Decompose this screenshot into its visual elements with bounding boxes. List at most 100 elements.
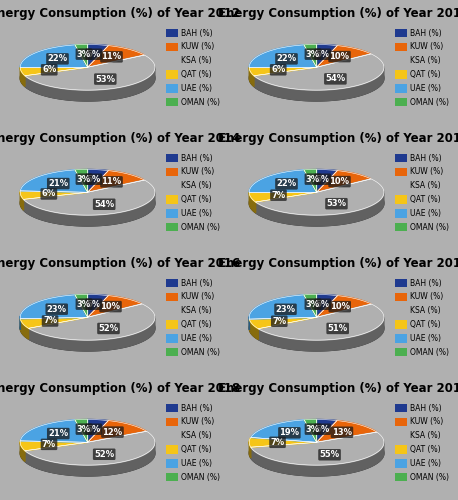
Polygon shape [251,442,384,476]
FancyBboxPatch shape [166,56,179,65]
Text: 3%: 3% [77,424,91,434]
FancyBboxPatch shape [166,418,179,426]
Text: KSA (%): KSA (%) [181,181,212,190]
Text: QAT (%): QAT (%) [410,70,441,79]
Text: BAH (%): BAH (%) [410,28,442,38]
Text: KSA (%): KSA (%) [410,431,441,440]
Polygon shape [249,306,384,351]
Text: KSA (%): KSA (%) [181,431,212,440]
Text: KSA (%): KSA (%) [410,56,441,65]
Text: KUW (%): KUW (%) [410,168,444,176]
FancyBboxPatch shape [395,459,408,468]
Polygon shape [20,441,87,450]
FancyBboxPatch shape [395,70,408,78]
Text: 10%: 10% [329,52,349,61]
Polygon shape [20,318,87,328]
Polygon shape [304,294,316,318]
Polygon shape [316,170,371,192]
FancyBboxPatch shape [395,279,408,287]
Polygon shape [254,54,384,90]
FancyBboxPatch shape [395,209,408,218]
Text: 10%: 10% [329,177,349,186]
Text: 7%: 7% [272,316,286,326]
Text: 5%: 5% [87,174,101,184]
Text: BAH (%): BAH (%) [410,154,442,162]
Text: Energy Consumption (%) of Year 2017: Energy Consumption (%) of Year 2017 [218,258,458,270]
Text: Energy Consumption (%) of Year 2014: Energy Consumption (%) of Year 2014 [0,132,240,145]
Polygon shape [316,46,371,68]
Text: 52%: 52% [98,324,119,333]
Text: OMAN (%): OMAN (%) [181,222,220,232]
Polygon shape [254,66,384,101]
FancyBboxPatch shape [395,196,408,203]
FancyBboxPatch shape [166,292,179,301]
Polygon shape [25,442,155,476]
Text: UAE (%): UAE (%) [410,84,442,93]
Polygon shape [316,44,338,68]
Text: KUW (%): KUW (%) [181,418,215,426]
Text: BAH (%): BAH (%) [410,278,442,287]
Text: Energy Consumption (%) of Year 2019: Energy Consumption (%) of Year 2019 [218,382,458,396]
Text: 52%: 52% [94,450,114,459]
FancyBboxPatch shape [166,168,179,176]
FancyBboxPatch shape [395,84,408,92]
Text: BAH (%): BAH (%) [181,28,213,38]
Text: 5%: 5% [316,50,330,58]
Text: 55%: 55% [320,450,340,460]
Text: UAE (%): UAE (%) [181,334,213,343]
Polygon shape [20,420,87,442]
FancyBboxPatch shape [166,334,179,342]
FancyBboxPatch shape [395,56,408,65]
Text: 5%: 5% [87,50,101,58]
Text: KSA (%): KSA (%) [410,181,441,190]
FancyBboxPatch shape [395,223,408,232]
FancyBboxPatch shape [166,70,179,78]
Text: QAT (%): QAT (%) [181,70,212,79]
Polygon shape [20,442,25,462]
Text: KUW (%): KUW (%) [410,42,444,51]
Text: 21%: 21% [48,179,68,188]
Text: UAE (%): UAE (%) [410,209,442,218]
Polygon shape [316,294,338,318]
Polygon shape [249,68,316,76]
FancyBboxPatch shape [166,348,179,356]
Polygon shape [20,68,87,76]
Polygon shape [256,179,384,215]
Polygon shape [250,319,258,340]
Text: 3%: 3% [77,300,91,308]
Text: KUW (%): KUW (%) [181,42,215,51]
Polygon shape [20,56,155,101]
Text: 3%: 3% [306,174,320,184]
Text: OMAN (%): OMAN (%) [410,98,449,106]
FancyBboxPatch shape [395,292,408,301]
Polygon shape [20,192,23,210]
Text: BAH (%): BAH (%) [181,278,213,287]
Polygon shape [20,318,28,339]
Text: 54%: 54% [94,200,114,209]
Text: UAE (%): UAE (%) [181,209,213,218]
Text: OMAN (%): OMAN (%) [181,348,220,356]
Text: 22%: 22% [48,54,67,64]
Polygon shape [87,420,109,442]
Polygon shape [20,170,87,192]
Text: 12%: 12% [103,428,123,436]
Polygon shape [249,180,384,226]
FancyBboxPatch shape [166,209,179,218]
FancyBboxPatch shape [166,154,179,162]
Text: KSA (%): KSA (%) [410,306,441,315]
Polygon shape [20,191,87,200]
Text: QAT (%): QAT (%) [410,320,441,329]
Text: 21%: 21% [48,429,68,438]
Text: 7%: 7% [272,190,285,200]
Polygon shape [87,294,109,318]
Text: 11%: 11% [101,52,121,62]
FancyBboxPatch shape [166,196,179,203]
Polygon shape [75,294,87,318]
FancyBboxPatch shape [395,168,408,176]
Text: 3%: 3% [306,300,320,308]
FancyBboxPatch shape [166,42,179,51]
Text: QAT (%): QAT (%) [181,445,212,454]
Text: QAT (%): QAT (%) [410,445,441,454]
FancyBboxPatch shape [395,446,408,454]
Text: 54%: 54% [325,74,345,84]
